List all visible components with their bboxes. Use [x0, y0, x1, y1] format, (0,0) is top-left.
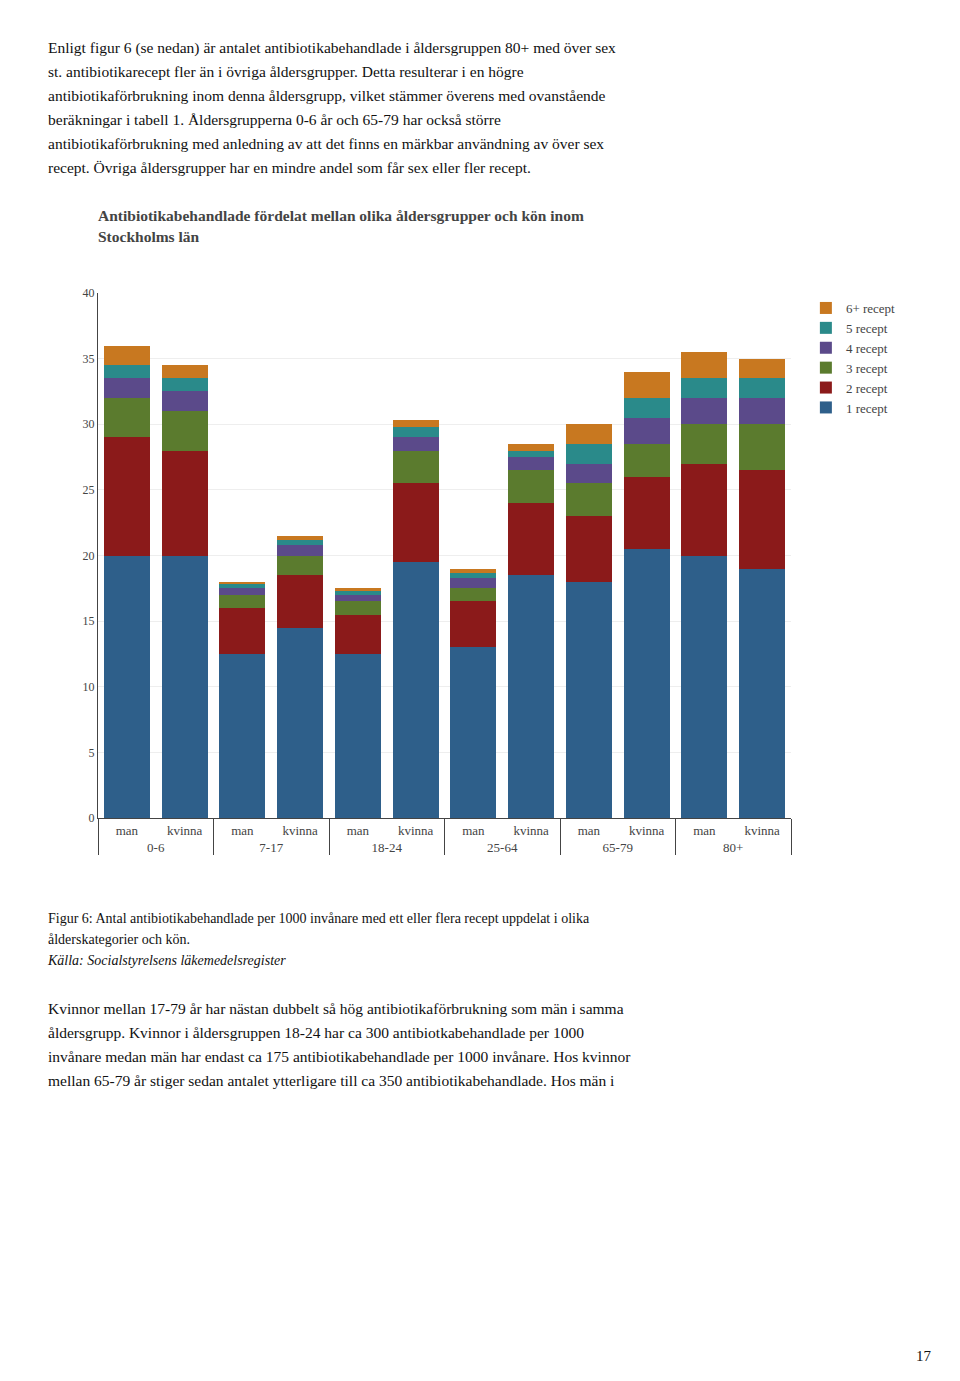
- svg-text:20: 20: [83, 549, 95, 563]
- svg-text:4 recept: 4 recept: [846, 341, 888, 356]
- svg-text:0: 0: [89, 811, 95, 825]
- svg-text:3 recept: 3 recept: [846, 361, 888, 376]
- svg-text:2 recept: 2 recept: [846, 381, 888, 396]
- svg-text:80+: 80+: [723, 840, 743, 855]
- html-text:beräkningar i tabell 1. Ålders: beräkningar i tabell 1. Åldersgrupperna …: [48, 111, 501, 128]
- html-text:st. antibiotikarecept fler än: st. antibiotikarecept fler än i övriga å…: [48, 63, 524, 80]
- svg-text:kvinna: kvinna: [629, 823, 665, 838]
- html-text:Källa: Socialstyrelsens läkeme: Källa: Socialstyrelsens läkemedelsregist…: [48, 953, 286, 968]
- svg-text:30: 30: [83, 417, 95, 431]
- html-text:antibiotikaförbrukning inom de: antibiotikaförbrukning inom denna ålders…: [48, 87, 606, 104]
- svg-text:7-17: 7-17: [259, 840, 283, 855]
- svg-text:18-24: 18-24: [372, 840, 403, 855]
- html-text:ålderskategorier och kön.: ålderskategorier och kön.: [48, 932, 190, 947]
- svg-text:25: 25: [83, 483, 95, 497]
- svg-text:man: man: [693, 823, 716, 838]
- svg-text:25-64: 25-64: [487, 840, 518, 855]
- svg-text:kvinna: kvinna: [282, 823, 318, 838]
- html-text:Kvinnor mellan 17-79 år har nä: Kvinnor mellan 17-79 år har nästan dubbe…: [48, 1000, 624, 1017]
- svg-text:man: man: [347, 823, 370, 838]
- html-text:17: 17: [916, 1348, 931, 1364]
- svg-text:65-79: 65-79: [603, 840, 633, 855]
- svg-text:6+ recept: 6+ recept: [846, 301, 895, 316]
- svg-text:1 recept: 1 recept: [846, 401, 888, 416]
- html-text:åldersgrupp. Kvinnor i åldersg: åldersgrupp. Kvinnor i åldersgruppen 18-…: [48, 1024, 584, 1041]
- svg-text:5: 5: [89, 746, 95, 760]
- html-text:Figur 6: Antal antibiotikabeha: Figur 6: Antal antibiotikabehandlade per…: [48, 911, 590, 926]
- svg-text:kvinna: kvinna: [744, 823, 780, 838]
- svg-text:man: man: [231, 823, 254, 838]
- svg-text:35: 35: [83, 352, 95, 366]
- svg-text:man: man: [116, 823, 139, 838]
- svg-text:5 recept: 5 recept: [846, 321, 888, 336]
- svg-text:man: man: [578, 823, 601, 838]
- html-text:Enligt figur 6 (se nedan) är a: Enligt figur 6 (se nedan) är antalet ant…: [48, 39, 616, 56]
- svg-text:Antibiotikabehandlade fördelat: Antibiotikabehandlade fördelat mellan ol…: [98, 207, 584, 244]
- svg-text:kvinna: kvinna: [167, 823, 203, 838]
- html-text:invånare medan män har endast: invånare medan män har endast ca 175 ant…: [48, 1048, 631, 1065]
- html-text:recept. Övriga åldersgrupper h: recept. Övriga åldersgrupper har en mind…: [48, 159, 531, 176]
- svg-text:40: 40: [83, 286, 95, 300]
- svg-text:15: 15: [83, 614, 95, 628]
- html-text:mellan 65-79 år stiger sedan a: mellan 65-79 år stiger sedan antalet ytt…: [48, 1072, 615, 1089]
- svg-text:0-6: 0-6: [147, 840, 165, 855]
- svg-text:man: man: [462, 823, 485, 838]
- svg-text:kvinna: kvinna: [398, 823, 434, 838]
- html-text:antibiotikaförbrukning med anl: antibiotikaförbrukning med anledning av …: [48, 135, 605, 152]
- svg-text:kvinna: kvinna: [513, 823, 549, 838]
- svg-text:10: 10: [83, 680, 95, 694]
